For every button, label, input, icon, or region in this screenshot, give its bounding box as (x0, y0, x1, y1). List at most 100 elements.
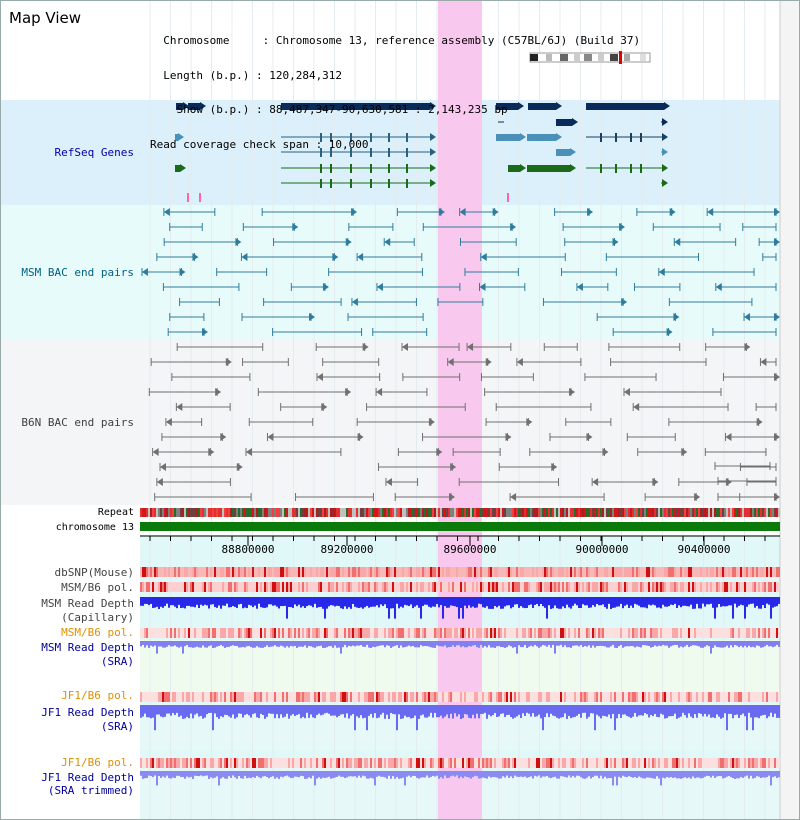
polymorphism-cell (158, 628, 160, 638)
bac-end-arrow (715, 283, 722, 291)
polymorphism-cell (302, 582, 304, 592)
depth-bar (232, 641, 234, 646)
depth-bar (544, 641, 546, 646)
depth-bar (578, 705, 580, 714)
polymorphism-cell (152, 758, 154, 768)
depth-bar (604, 771, 606, 777)
repeat-band (636, 508, 638, 517)
polymorphism-cell (512, 758, 514, 768)
depth-bar (754, 705, 756, 718)
depth-bar (522, 771, 524, 778)
depth-bar (192, 641, 194, 648)
polymorphism-cell (146, 582, 148, 592)
repeat-band (720, 508, 722, 517)
polymorphism-cell (490, 582, 492, 592)
depth-bar (674, 641, 676, 645)
polymorphism-cell (572, 582, 574, 592)
polymorphism-cell (370, 628, 372, 638)
depth-bar (470, 641, 472, 647)
depth-bar (452, 641, 454, 646)
polymorphism-cell (258, 628, 260, 638)
depth-bar (482, 597, 484, 608)
depth-bar (498, 597, 500, 606)
depth-bar (346, 597, 348, 609)
depth-bar (214, 771, 216, 778)
polymorphism-cell (666, 692, 668, 702)
depth-bar (288, 705, 290, 719)
polymorphism-cell (150, 692, 152, 702)
polymorphism-cell (222, 582, 224, 592)
depth-bar (650, 641, 652, 648)
polymorphism-cell (764, 758, 766, 768)
polymorphism-cell (200, 582, 202, 592)
polymorphism-cell (562, 692, 564, 702)
depth-bar (344, 705, 346, 718)
repeat-band (748, 508, 750, 517)
gene-feature (176, 103, 183, 110)
depth-bar (568, 641, 570, 648)
polymorphism-cell (258, 758, 260, 768)
depth-bar (556, 771, 558, 779)
depth-bar (646, 705, 648, 715)
polymorphism-cell (182, 628, 184, 638)
polymorphism-cell (486, 582, 488, 592)
polymorphism-cell (394, 567, 396, 577)
polymorphism-cell (616, 582, 618, 592)
polymorphism-cell (186, 692, 188, 702)
depth-bar (488, 641, 490, 646)
polymorphism-cell (384, 758, 386, 768)
depth-bar (168, 641, 170, 646)
repeat-band (492, 508, 494, 517)
depth-bar (586, 771, 588, 778)
msm-read-depth-sra-track (140, 641, 780, 654)
depth-bar (338, 771, 340, 776)
bac-end-arrow (357, 253, 364, 261)
repeat-band (436, 508, 438, 517)
repeat-band (676, 508, 678, 517)
bac-end-arrow (480, 253, 487, 261)
depth-bar (670, 771, 672, 778)
polymorphism-cell (538, 692, 540, 702)
depth-bar (654, 771, 656, 779)
polymorphism-cell (470, 758, 472, 768)
polymorphism-cell (568, 628, 570, 638)
polymorphism-cell (732, 582, 734, 592)
depth-bar (408, 771, 410, 776)
depth-bar (224, 705, 226, 715)
polymorphism-cell (240, 758, 242, 768)
polymorphism-cell (460, 567, 462, 577)
gene-exon (630, 133, 632, 142)
polymorphism-cell (734, 567, 736, 577)
depth-bar (398, 771, 400, 779)
depth-bar (706, 771, 708, 776)
depth-bar (182, 771, 184, 777)
polymorphism-cell (696, 567, 698, 577)
polymorphism-cell (254, 628, 256, 638)
depth-bar (332, 771, 334, 779)
depth-bar (178, 641, 180, 648)
repeat-band (704, 508, 706, 517)
polymorphism-cell (228, 567, 230, 577)
polymorphism-cell (224, 567, 226, 577)
polymorphism-cell (322, 692, 324, 702)
polymorphism-cell (564, 628, 566, 638)
polymorphism-cell (712, 692, 714, 702)
depth-bar (366, 771, 368, 779)
depth-bar (158, 771, 160, 777)
polymorphism-cell (302, 628, 304, 638)
depth-bar (414, 705, 416, 716)
repeat-band (366, 508, 368, 517)
polymorphism-cell (244, 692, 246, 702)
depth-bar (626, 641, 628, 647)
polymorphism-cell (362, 567, 364, 577)
polymorphism-cell (218, 582, 220, 592)
depth-bar (630, 771, 632, 777)
repeat-band (516, 508, 518, 517)
polymorphism-cell (526, 758, 528, 768)
repeat-band (532, 508, 534, 517)
ideogram-band (640, 54, 646, 61)
depth-bar (746, 597, 748, 607)
depth-bar (220, 597, 222, 609)
depth-bar (228, 597, 230, 608)
